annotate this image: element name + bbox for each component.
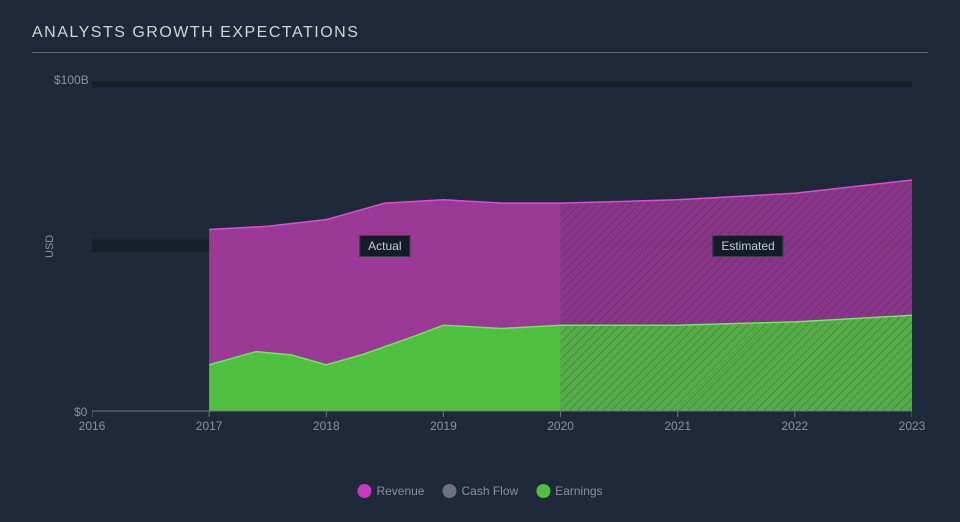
x-tick-label: 2023 [899, 419, 926, 433]
x-tick-label: 2020 [547, 419, 574, 433]
legend-item[interactable]: Revenue [357, 484, 424, 498]
y-axis-label: USD [44, 235, 56, 258]
x-tick-label: 2018 [313, 419, 340, 433]
legend-swatch [442, 484, 456, 498]
legend: Revenue Cash Flow Earnings [357, 484, 602, 498]
x-tick-label: 2019 [430, 419, 457, 433]
legend-label: Cash Flow [461, 484, 518, 498]
plot-area: $100B $0 USD 2016 2017 2018 2019 2020 2021 202… [32, 63, 928, 463]
legend-item[interactable]: Cash Flow [442, 484, 518, 498]
region-label: Estimated [712, 235, 783, 257]
x-tick-label: 2017 [196, 419, 223, 433]
x-tick-label: 2022 [781, 419, 808, 433]
legend-swatch [357, 484, 371, 498]
plot-svg [92, 81, 912, 419]
legend-label: Earnings [555, 484, 602, 498]
x-tick-label: 2016 [79, 419, 106, 433]
legend-item[interactable]: Earnings [536, 484, 602, 498]
chart-title: ANALYSTS GROWTH EXPECTATIONS [32, 24, 928, 53]
x-tick-label: 2021 [664, 419, 691, 433]
chart-container: ANALYSTS GROWTH EXPECTATIONS $100B $0 US… [32, 24, 928, 498]
region-label: Actual [359, 235, 410, 257]
legend-swatch [536, 484, 550, 498]
y-top-label: $100B [54, 73, 89, 87]
legend-label: Revenue [376, 484, 424, 498]
y-bottom-label: $0 [74, 405, 87, 419]
